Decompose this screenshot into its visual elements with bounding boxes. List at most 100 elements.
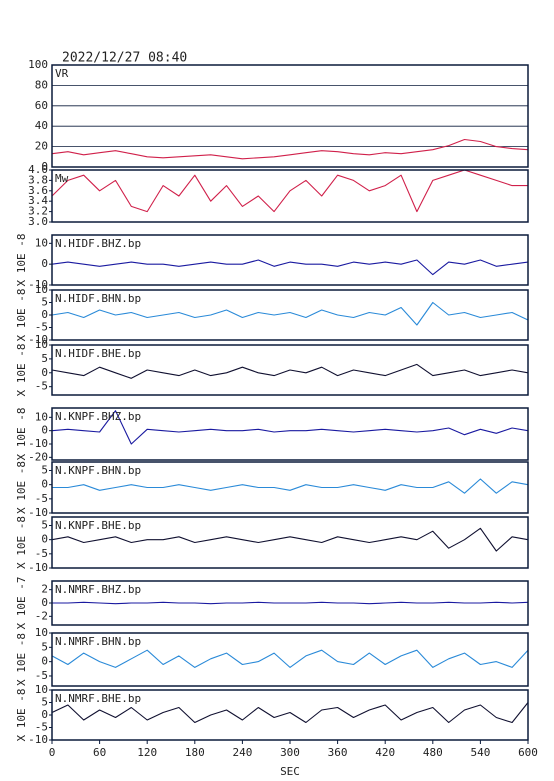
y-tick-label: 80: [35, 78, 48, 91]
y-tick-label: 0: [41, 655, 48, 668]
y-tick-label: -10: [28, 561, 48, 574]
panel-label: N.KNPF.BHN.bp: [55, 464, 141, 477]
panel-frame: [51, 580, 529, 626]
y-tick-label: -10: [28, 278, 48, 291]
y-tick-label: -5: [35, 492, 48, 505]
x-tick-label: 600: [518, 746, 538, 759]
chart-title: 2022/12/27 08:40: [62, 51, 187, 66]
y-tick-label: 3.6: [28, 184, 48, 197]
y-tick-label: -5: [35, 321, 48, 334]
x-tick-label: 180: [185, 746, 205, 759]
panel-label: N.HIDF.BHZ.bp: [55, 237, 141, 250]
x-tick-label: 60: [93, 746, 106, 759]
trace: [51, 410, 529, 445]
y-tick-label: 3.0: [28, 215, 48, 228]
panel-frame: [51, 169, 529, 223]
panel-label: N.NMRF.BHZ.bp: [55, 583, 141, 596]
y-tick-label: 0: [41, 478, 48, 491]
trace: [51, 138, 529, 160]
trace: [51, 527, 529, 552]
y-tick-label: 5: [41, 640, 48, 653]
y-tick-label: 100: [28, 58, 48, 71]
y-tick-label: 20: [35, 140, 48, 153]
y-tick-label: 0: [41, 533, 48, 546]
y-tick-label: 3.2: [28, 205, 48, 218]
panel-label: VR: [55, 67, 69, 80]
trace: [51, 301, 529, 326]
y-axis-label: X 10E -8: [15, 633, 28, 686]
y-tick-label: 10: [35, 410, 48, 423]
panel-frame: [51, 289, 529, 341]
y-tick-label: 0: [41, 708, 48, 721]
panel-frame: [51, 344, 529, 396]
y-tick-label: -10: [28, 733, 48, 746]
y-axis-label: X 10E -8: [15, 234, 28, 287]
y-tick-label: 5: [41, 352, 48, 365]
y-tick-label: 40: [35, 119, 48, 132]
y-tick-label: 10: [35, 283, 48, 296]
panel-frame: [51, 234, 529, 286]
panel-label: N.HIDF.BHN.bp: [55, 292, 141, 305]
x-tick-label: 420: [375, 746, 395, 759]
y-tick-label: 5: [41, 296, 48, 309]
trace: [51, 169, 528, 213]
x-tick-label: 360: [328, 746, 348, 759]
y-tick-label: 5: [41, 696, 48, 709]
panel-frame: [51, 461, 529, 514]
y-tick-label: -10: [28, 506, 48, 519]
y-axis-label: X 10E -8: [15, 689, 28, 742]
x-tick-label: 540: [470, 746, 490, 759]
y-tick-label: -5: [35, 380, 48, 393]
y-tick-label: -5: [35, 547, 48, 560]
y-tick-label: -5: [35, 669, 48, 682]
y-tick-label: 10: [35, 683, 48, 696]
y-tick-label: 60: [35, 99, 48, 112]
y-tick-label: 0: [41, 160, 48, 173]
y-axis-label: X 10E -8: [15, 408, 28, 461]
y-tick-label: 10: [35, 338, 48, 351]
panel-frame: [51, 407, 529, 461]
x-tick-label: 0: [49, 746, 56, 759]
y-tick-label: 3.8: [28, 173, 48, 186]
y-tick-label: 2: [41, 583, 48, 596]
trace: [52, 601, 529, 605]
x-tick-label: 300: [280, 746, 300, 759]
trace: [51, 702, 529, 724]
x-tick-label: 240: [232, 746, 252, 759]
panel-frame: [51, 516, 529, 569]
y-axis-label: X 10E -7: [15, 577, 28, 630]
x-axis-label: SEC: [280, 765, 300, 778]
y-tick-label: 5: [41, 519, 48, 532]
y-tick-label: 0: [41, 257, 48, 270]
panel-label: N.HIDF.BHE.bp: [55, 347, 141, 360]
y-tick-label: 0: [41, 308, 48, 321]
panel-label: Mw: [55, 172, 69, 185]
y-tick-label: 10: [35, 626, 48, 639]
panel-label: N.KNPF.BHE.bp: [55, 519, 141, 532]
y-axis-label: X 10E -8: [15, 289, 28, 342]
panel-frame: [51, 64, 529, 168]
x-tick-label: 480: [423, 746, 443, 759]
y-tick-label: -20: [28, 450, 48, 463]
y-tick-label: 10: [35, 236, 48, 249]
panel-frame: [51, 632, 529, 687]
panel-label: N.NMRF.BHE.bp: [55, 692, 141, 705]
y-tick-label: -10: [28, 437, 48, 450]
y-tick-label: 5: [41, 464, 48, 477]
y-tick-label: -5: [35, 721, 48, 734]
y-tick-label: 0: [41, 596, 48, 609]
y-axis-label: X 10E -8: [15, 516, 28, 569]
x-tick-label: 120: [137, 746, 157, 759]
y-tick-label: 4.0: [28, 163, 48, 176]
y-tick-label: 3.4: [28, 194, 48, 207]
panel-label: N.NMRF.BHN.bp: [55, 635, 141, 648]
trace: [51, 363, 529, 379]
y-tick-label: 0: [41, 424, 48, 437]
trace: [51, 259, 529, 276]
y-axis-label: X 10E -8: [15, 461, 28, 514]
y-tick-label: -2: [35, 609, 48, 622]
trace: [51, 649, 529, 668]
y-axis-label: X 10E -8: [15, 344, 28, 397]
